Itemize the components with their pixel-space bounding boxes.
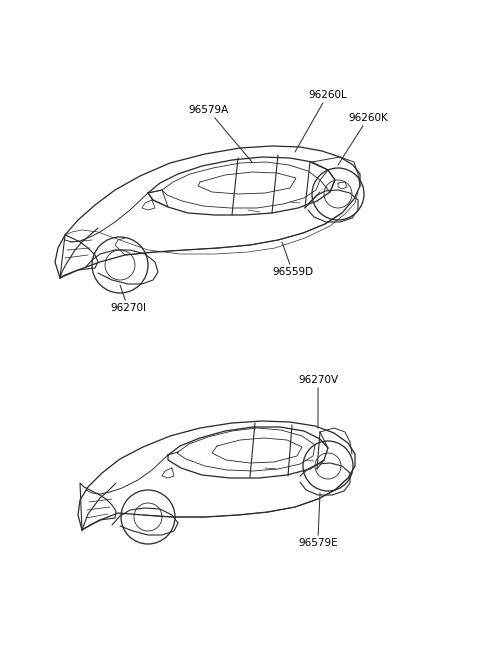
Text: 96579A: 96579A	[188, 105, 252, 162]
Text: 96260L: 96260L	[295, 90, 347, 152]
Text: 96260K: 96260K	[338, 113, 388, 165]
Text: 96579E: 96579E	[298, 493, 337, 548]
Text: 96270I: 96270I	[110, 285, 146, 313]
Text: 96270V: 96270V	[298, 375, 338, 428]
Text: 96559D: 96559D	[272, 242, 313, 277]
